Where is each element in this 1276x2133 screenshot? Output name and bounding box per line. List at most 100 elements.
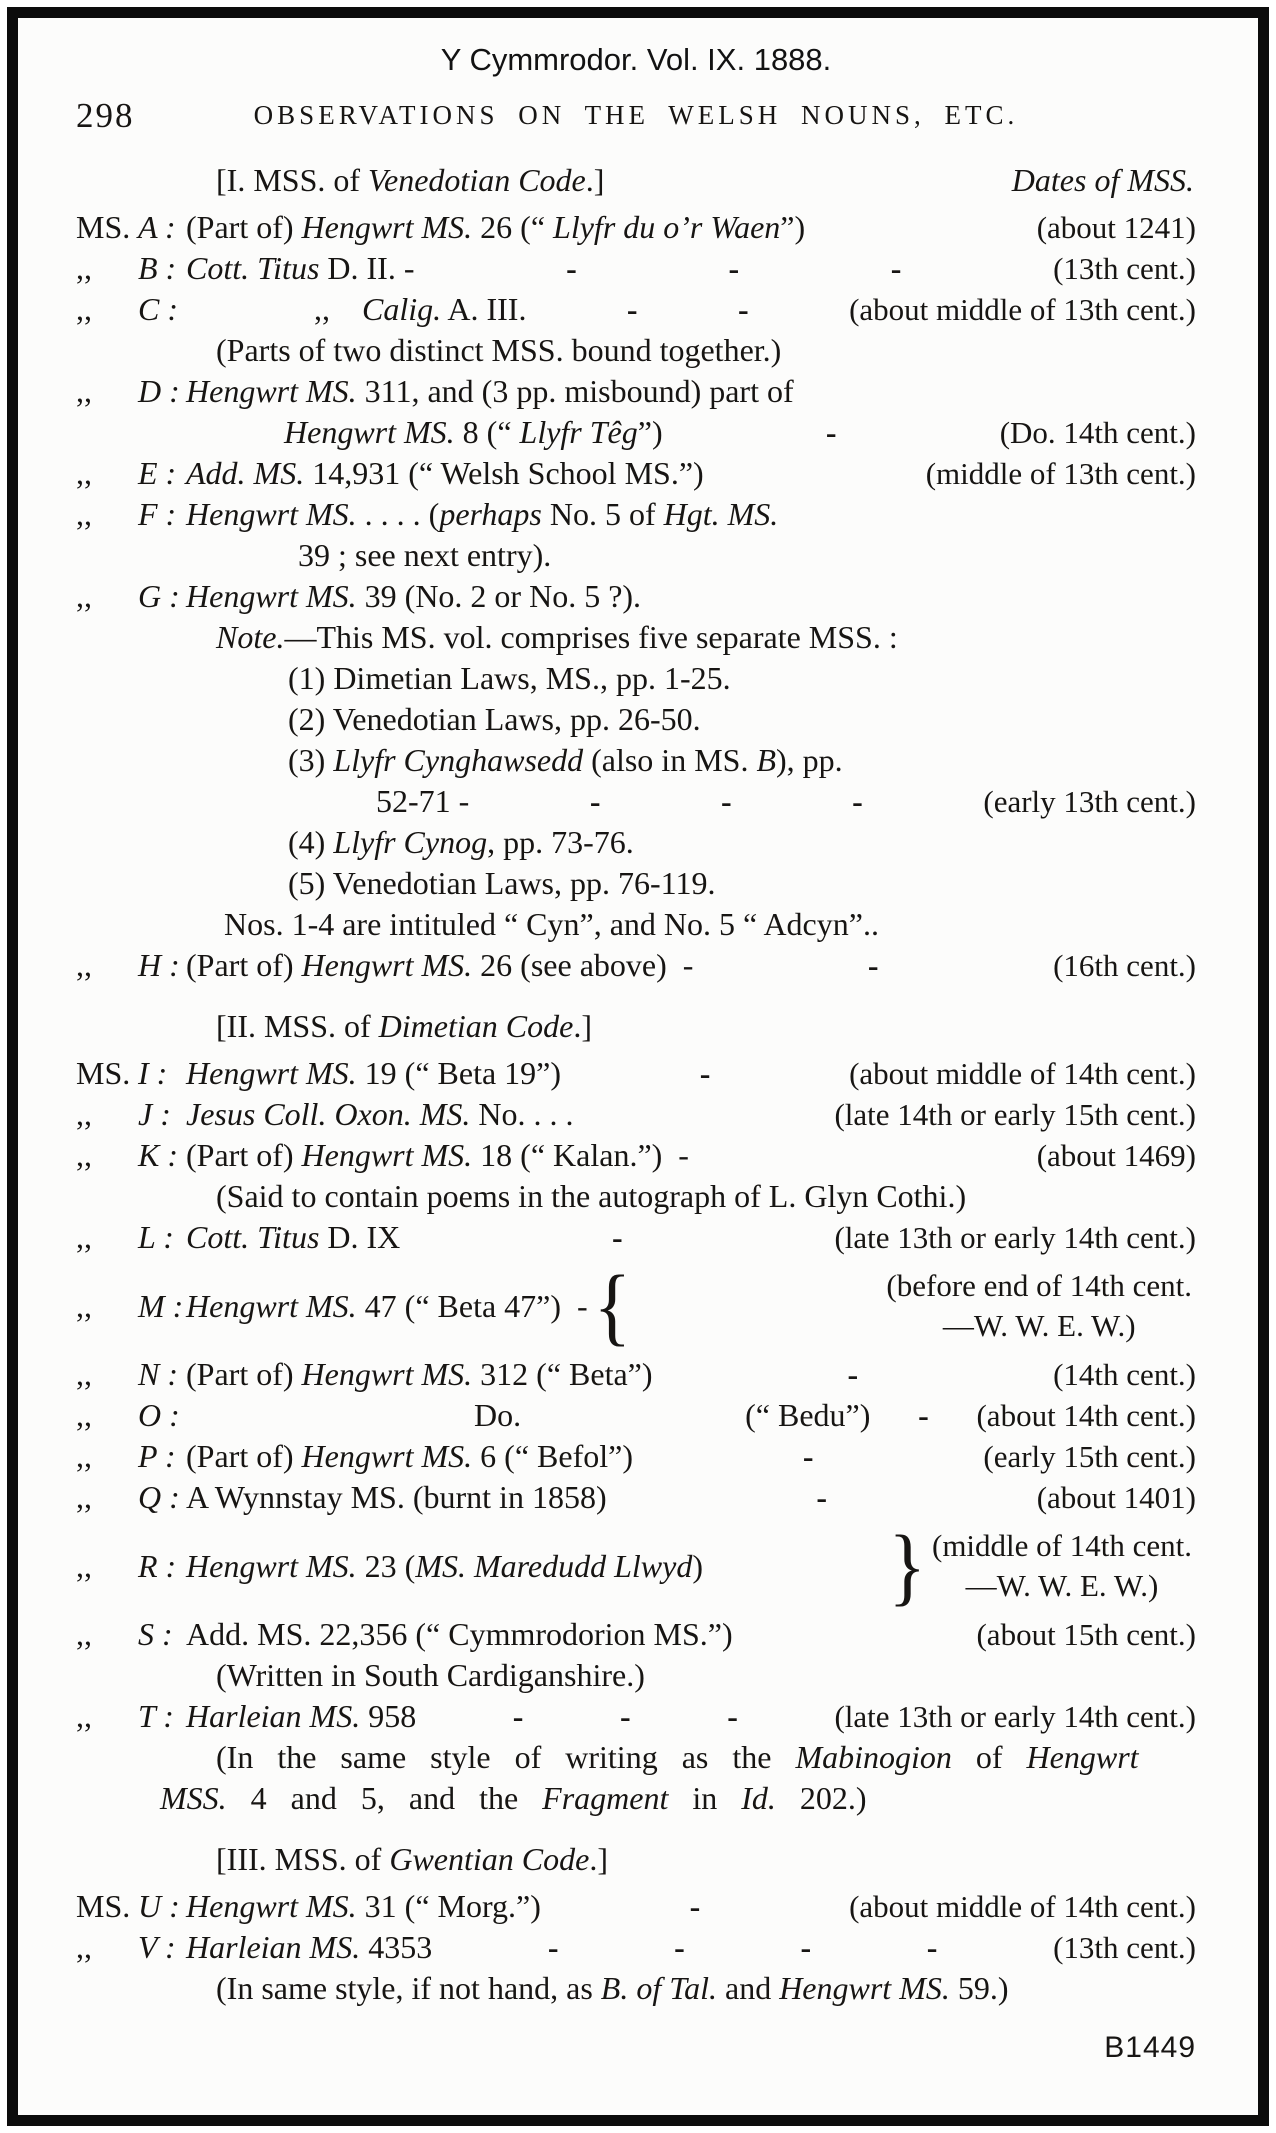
text-run: 202.) xyxy=(775,1780,867,1816)
text-run: [II. MSS. of xyxy=(216,1008,379,1044)
text-run: 4353 xyxy=(360,1929,433,1965)
entry-ms-g: ,, G : Hengwrt MS. 39 (No. 2 or No. 5 ?). xyxy=(76,576,1196,617)
line-text: Jesus Coll. Oxon. MS. No. . . . xyxy=(186,1094,574,1135)
line-text: (Written in South Cardiganshire.) xyxy=(216,1655,645,1696)
text-run: Cott. Titus xyxy=(186,1219,320,1255)
ms-letter: S : xyxy=(138,1616,173,1652)
text-run: (Parts of two distinct MSS. bound togeth… xyxy=(216,332,782,368)
text-run: 39 (No. 2 or No. 5 ?). xyxy=(356,578,642,614)
note-two-mss: (Parts of two distinct MSS. bound togeth… xyxy=(76,330,1196,371)
dash-leaders: - xyxy=(870,1395,976,1436)
list-item-4: (4) Llyfr Cynog, pp. 73-76. xyxy=(76,822,1196,863)
gutter-label: ,, xyxy=(76,291,92,327)
text-run: 311, and (3 pp. misbound) part of xyxy=(356,373,794,409)
line-text: Hengwrt MS. 311, and (3 pp. misbound) pa… xyxy=(186,371,794,412)
date: (about 15th cent.) xyxy=(976,1617,1196,1652)
line-text: Hengwrt MS. 8 (“ Llyfr Têg”) xyxy=(284,412,663,453)
text-run: Hengwrt MS. xyxy=(186,1287,357,1324)
list-item-3-cont: 52-71 - - - - (early 13th cent.) xyxy=(76,781,1196,822)
text-run: [III. MSS. of xyxy=(216,1841,390,1877)
gutter-label: MS. xyxy=(76,1888,131,1924)
line-text: Hengwrt MS. 31 (“ Morg.”) xyxy=(186,1886,541,1927)
dash: - xyxy=(619,1698,631,1734)
date: (late 13th or early 14th cent.) xyxy=(834,1220,1196,1255)
ms-letter: N : xyxy=(138,1356,178,1392)
text-run: (Part of) xyxy=(186,947,302,983)
text-run: 4 and 5, and the xyxy=(226,1780,543,1816)
date: (late 13th or early 14th cent.) xyxy=(834,1699,1196,1734)
dash: - xyxy=(612,1219,623,1255)
ms-letter: L : xyxy=(138,1219,174,1255)
dash: - xyxy=(802,1438,814,1474)
text-run: . . . . ( xyxy=(356,496,440,532)
ms-letter: P : xyxy=(138,1438,176,1474)
text-run: .] xyxy=(585,162,605,198)
text-run: (Part of) xyxy=(186,1356,302,1392)
ms-letter: I : xyxy=(138,1055,168,1091)
date: (about middle of 14th cent.) xyxy=(849,1889,1196,1924)
text-run: No. . . . xyxy=(470,1096,574,1132)
line-text: Hengwrt MS. 23 (MS. Maredudd Llwyd) xyxy=(186,1546,703,1587)
entry-ms-e: ,, E : Add. MS. 14,931 (“ Welsh School MS.… xyxy=(76,453,1196,494)
entry-ms-d-cont: Hengwrt MS. 8 (“ Llyfr Têg”) - (Do. 14th c… xyxy=(76,412,1196,453)
gutter-label: ,, xyxy=(76,373,92,409)
line-text: MSS. 4 and 5, and the Fragment in Id. 20… xyxy=(160,1778,867,1819)
text-run: (Part of) xyxy=(186,1438,302,1474)
text-run: Llyfr Cynghawsedd xyxy=(333,742,584,778)
ms-letter: F : xyxy=(138,496,177,532)
line-text: (5) Venedotian Laws, pp. 76-119. xyxy=(288,863,715,904)
text-run: 26 (see above) - xyxy=(472,947,694,983)
line-text: (Part of) Hengwrt MS. 312 (“ Beta”) xyxy=(186,1354,653,1395)
text-run: Hengwrt MS. xyxy=(186,496,357,532)
text-run: Harleian MS. xyxy=(186,1698,361,1734)
date: (about middle of 14th cent.) xyxy=(849,1056,1196,1091)
ms-letter: H : xyxy=(138,947,180,983)
page-header: 298 OBSERVATIONS ON THE WELSH NOUNS, ETC… xyxy=(76,94,1196,140)
gutter-label: MS. xyxy=(76,209,131,245)
note-mabinogion-cont: MSS. 4 and 5, and the Fragment in Id. 20… xyxy=(76,1778,1196,1819)
line-text: Harleian MS. 4353 xyxy=(186,1927,432,1968)
text-run: Cott. Titus xyxy=(186,250,320,286)
ms-letter: K : xyxy=(138,1137,178,1173)
ms-letter: M : xyxy=(138,1287,184,1324)
dash: - xyxy=(737,291,749,327)
dash-leaders: - xyxy=(693,945,1053,986)
dash-leaders: - xyxy=(653,1354,1054,1395)
text-run: 6 (“ Befol”) xyxy=(472,1438,633,1474)
text-run: ”) xyxy=(780,209,806,245)
date: (about middle of 13th cent.) xyxy=(849,292,1196,327)
line-text: Hengwrt MS. 47 (“ Beta 47”) - xyxy=(186,1286,588,1327)
line-text: (Part of) Hengwrt MS. 26 (“ Llyfr du o’r… xyxy=(186,207,805,248)
ms-letter: G : xyxy=(138,578,180,614)
dash-leaders: --- xyxy=(469,781,983,822)
gutter-label: MS. xyxy=(76,1055,131,1091)
line-text: (1) Dimetian Laws, MS., pp. 1-25. xyxy=(288,658,731,699)
gutter-label: ,, xyxy=(76,1438,92,1474)
dash-leaders: - xyxy=(663,412,1000,453)
text-run: Hengwrt MS. xyxy=(186,1888,357,1924)
date: (early 15th cent.) xyxy=(983,1439,1196,1474)
text-run: Note. xyxy=(216,619,285,655)
line-text: Harleian MS. 958 xyxy=(186,1696,416,1737)
line-text: (Part of) Hengwrt MS. 6 (“ Befol”) xyxy=(186,1436,633,1477)
dash: - xyxy=(626,291,638,327)
line-text: (In the same style of writing as the Mab… xyxy=(216,1737,1139,1778)
text-run: Hengwrt MS. xyxy=(186,578,357,614)
dash: - xyxy=(727,1698,738,1734)
dash: - xyxy=(566,250,577,286)
ms-letter: T : xyxy=(138,1698,174,1734)
dash: - xyxy=(825,414,837,450)
dash-leaders: - xyxy=(633,1436,983,1477)
text-run: 39 ; see next entry). xyxy=(298,537,552,573)
line-text: (Part of) Hengwrt MS. 18 (“ Kalan.”) - xyxy=(186,1135,689,1176)
line-text: 52-71 - xyxy=(376,781,469,822)
text-run: (Said to contain poems in the autograph … xyxy=(216,1178,967,1214)
text-run: ), pp. xyxy=(775,742,843,778)
gutter-label: ,, xyxy=(76,250,92,286)
ms-letter: B : xyxy=(138,250,177,286)
text-run: (In same style, if not hand, as xyxy=(216,1970,601,2006)
dash: - xyxy=(547,1929,559,1965)
line-text: (Part of) Hengwrt MS. 26 (see above) - xyxy=(186,945,693,986)
text-run: Add. MS. 22,356 (“ Cymmrodorion MS.”) xyxy=(186,1616,733,1652)
entry-ms-n: ,, N : (Part of) Hengwrt MS. 312 (“ Beta”)… xyxy=(76,1354,1196,1395)
